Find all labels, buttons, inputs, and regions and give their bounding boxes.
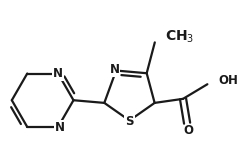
Text: OH: OH	[219, 74, 239, 88]
Text: O: O	[183, 124, 193, 137]
Text: N: N	[53, 67, 63, 80]
Text: CH$_3$: CH$_3$	[165, 29, 195, 45]
Text: S: S	[125, 115, 134, 128]
Text: N: N	[55, 121, 65, 134]
Text: N: N	[109, 63, 120, 76]
